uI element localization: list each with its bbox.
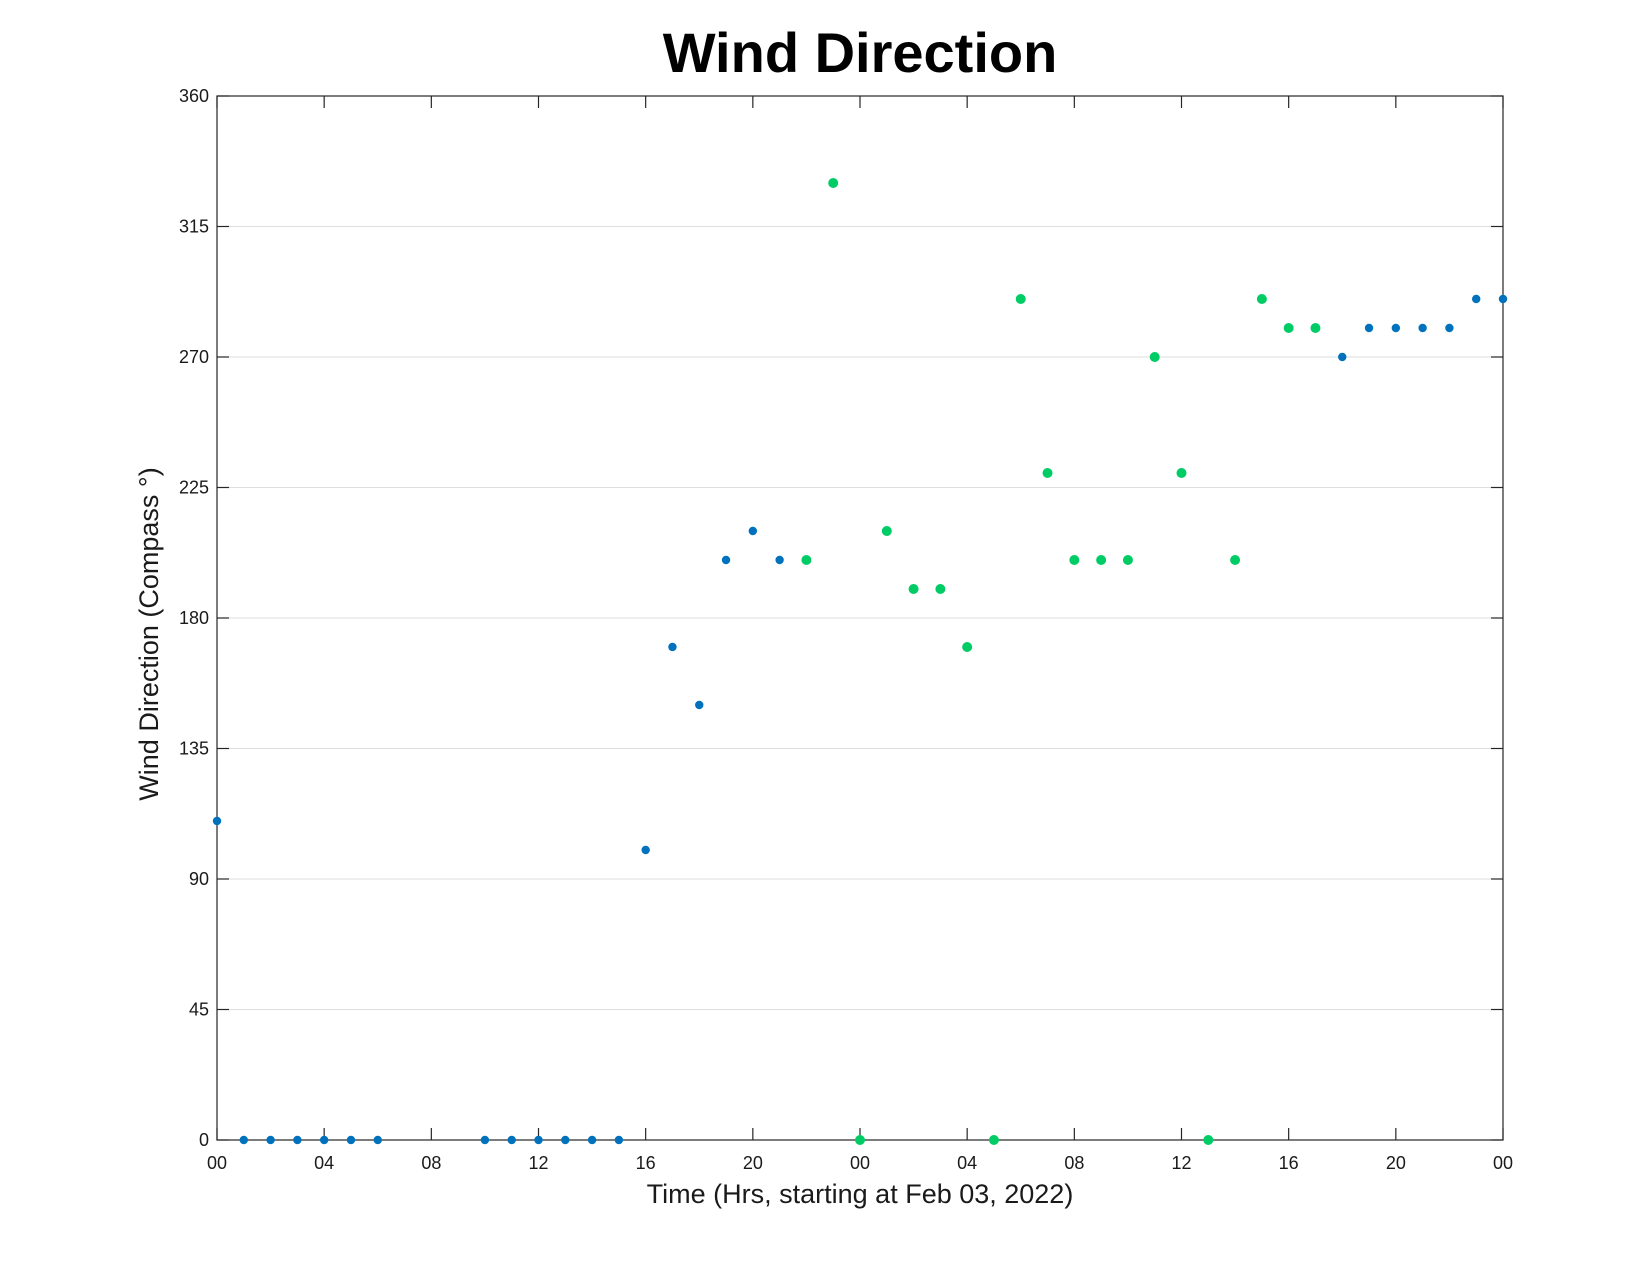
x-tick-labels: 00 04 08 12 16 20 00 04 08 12 16 20 00 — [207, 1153, 1513, 1173]
data-point — [721, 555, 731, 565]
data-point — [373, 1135, 382, 1145]
data-point — [1149, 352, 1160, 362]
data-point — [1310, 323, 1321, 333]
data-point — [561, 1135, 570, 1145]
data-point — [1256, 294, 1267, 304]
axis-ticks — [216, 95, 1504, 1141]
data-point — [1203, 1135, 1214, 1145]
chart-title: Wind Direction — [663, 21, 1058, 84]
data-point — [1472, 294, 1481, 304]
data-point — [1418, 323, 1427, 333]
data-point — [1042, 468, 1053, 478]
data-point — [775, 555, 784, 565]
x-tick-label: 04 — [314, 1153, 334, 1173]
data-point — [346, 1135, 356, 1145]
y-tick-label: 270 — [179, 347, 209, 367]
data-point — [935, 584, 946, 594]
x-tick-label: 00 — [850, 1153, 870, 1173]
data-point — [881, 526, 892, 536]
data-point — [1015, 294, 1026, 304]
data-point — [641, 845, 650, 855]
data-point — [587, 1135, 597, 1145]
x-tick-label: 20 — [743, 1153, 763, 1173]
data-point — [695, 700, 704, 710]
data-point — [319, 1135, 329, 1145]
x-axis-label: Time (Hrs, starting at Feb 03, 2022) — [647, 1179, 1074, 1209]
data-point — [480, 1135, 490, 1145]
x-tick-label: 12 — [528, 1153, 548, 1173]
series-2-points — [801, 178, 1321, 1145]
data-point — [1283, 323, 1294, 333]
y-tick-label: 90 — [189, 869, 209, 889]
y-tick-label: 45 — [189, 1000, 209, 1020]
y-tick-label: 360 — [179, 86, 209, 106]
data-point — [614, 1135, 624, 1145]
x-tick-label: 16 — [636, 1153, 656, 1173]
x-tick-label: 00 — [207, 1153, 227, 1173]
data-point — [988, 1135, 999, 1145]
data-point — [1498, 294, 1508, 304]
y-tick-label: 0 — [199, 1130, 209, 1150]
data-point — [908, 584, 919, 594]
data-point — [1445, 323, 1454, 333]
y-tick-label: 135 — [179, 739, 209, 759]
data-point — [828, 178, 839, 188]
x-tick-label: 12 — [1171, 1153, 1191, 1173]
y-tick-labels: 0 45 90 135 180 225 270 315 360 — [179, 86, 209, 1150]
data-point — [748, 526, 758, 536]
x-tick-label: 08 — [421, 1153, 441, 1173]
x-tick-label: 00 — [1493, 1153, 1513, 1173]
y-tick-label: 315 — [179, 217, 209, 237]
data-point — [1391, 323, 1401, 333]
data-point — [507, 1135, 516, 1145]
data-point — [1338, 352, 1347, 362]
data-point — [962, 642, 973, 652]
data-point — [1069, 555, 1080, 565]
data-point — [1364, 323, 1374, 333]
data-point — [266, 1135, 275, 1145]
data-point — [668, 642, 677, 652]
x-tick-label: 08 — [1064, 1153, 1084, 1173]
x-tick-label: 20 — [1386, 1153, 1406, 1173]
data-points — [212, 178, 1508, 1145]
data-point — [534, 1135, 543, 1145]
data-point — [1096, 555, 1107, 565]
y-tick-label: 180 — [179, 608, 209, 628]
x-tick-label: 16 — [1279, 1153, 1299, 1173]
data-point — [1176, 468, 1187, 478]
data-point — [1230, 555, 1241, 565]
data-point — [801, 555, 812, 565]
x-tick-label: 04 — [957, 1153, 977, 1173]
data-point — [1122, 555, 1133, 565]
grid-lines — [217, 95, 1503, 1141]
data-point — [212, 816, 222, 826]
y-tick-label: 225 — [179, 478, 209, 498]
data-point — [293, 1135, 302, 1145]
data-point — [239, 1135, 248, 1145]
data-point — [855, 1135, 865, 1145]
series-1-points — [212, 294, 1508, 1145]
y-axis-label: Wind Direction (Compass °) — [134, 467, 164, 800]
